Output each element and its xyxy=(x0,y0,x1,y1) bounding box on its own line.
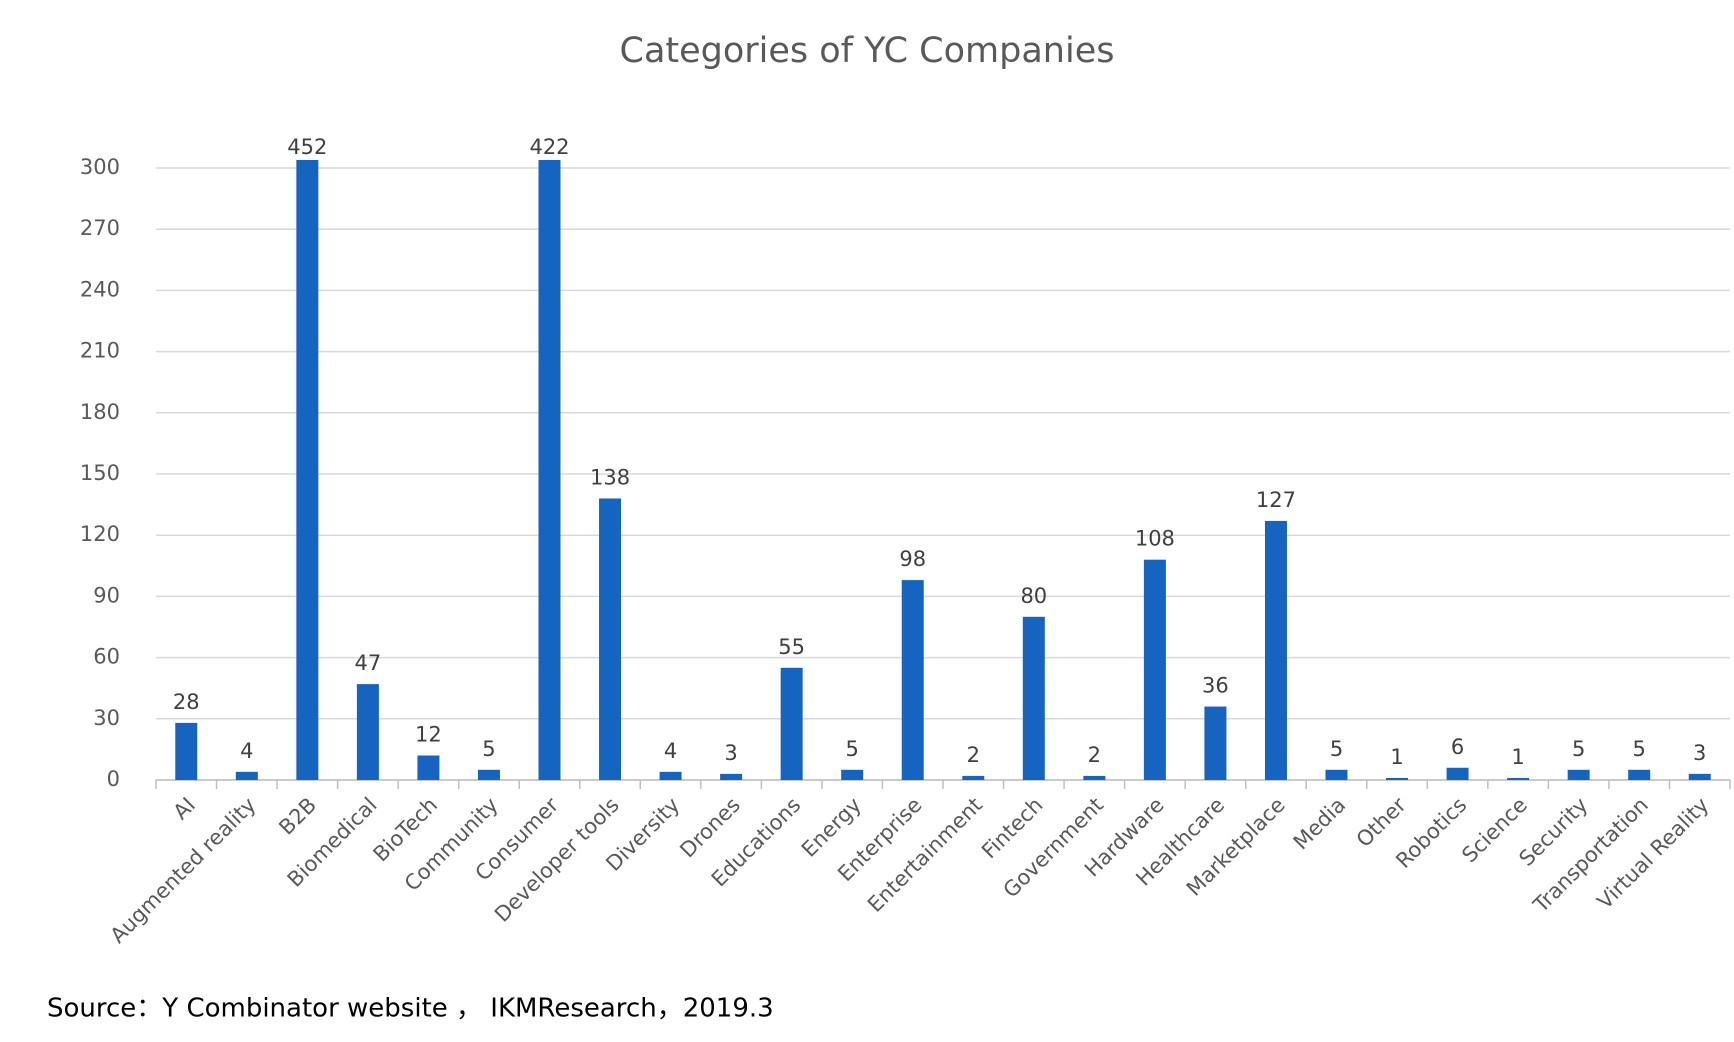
x-tick-label: Other xyxy=(1352,793,1411,852)
data-label: 3 xyxy=(1693,741,1706,765)
bar xyxy=(477,769,500,780)
data-label: 80 xyxy=(1020,584,1047,608)
data-label: 422 xyxy=(529,135,569,159)
bar xyxy=(1567,769,1590,780)
y-tick-label: 300 xyxy=(80,155,120,179)
data-label: 4 xyxy=(664,739,677,763)
data-label: 108 xyxy=(1135,527,1175,551)
bar xyxy=(1264,520,1287,780)
data-label: 1 xyxy=(1390,745,1403,769)
data-label: 28 xyxy=(173,690,200,714)
y-tick-label: 60 xyxy=(93,645,120,669)
data-label: 5 xyxy=(482,737,495,761)
bar xyxy=(841,769,864,780)
bar xyxy=(235,771,258,780)
bar xyxy=(1386,777,1409,780)
y-tick-label: 210 xyxy=(80,339,120,363)
data-label: 12 xyxy=(415,723,442,747)
bar xyxy=(538,160,561,781)
y-tick-label: 270 xyxy=(80,216,120,240)
bar xyxy=(1143,559,1166,780)
data-label: 2 xyxy=(1088,743,1101,767)
data-label: 36 xyxy=(1202,674,1229,698)
bar xyxy=(720,773,743,780)
chart-title: Categories of YC Companies xyxy=(620,31,1115,71)
y-tick-label: 0 xyxy=(107,767,120,791)
x-tick-label: Virtual Reality xyxy=(1593,793,1714,914)
bar xyxy=(1083,775,1106,780)
data-label: 6 xyxy=(1451,735,1464,759)
y-tick-label: 240 xyxy=(80,277,120,301)
y-tick-label: 90 xyxy=(93,583,120,607)
data-label: 55 xyxy=(778,635,805,659)
data-label: 2 xyxy=(967,743,980,767)
data-label: 452 xyxy=(287,135,327,159)
data-label: 5 xyxy=(846,737,859,761)
bar xyxy=(1446,767,1469,780)
source-note: Source：Y Combinator website ， IKMResearc… xyxy=(47,994,774,1024)
bar xyxy=(1022,616,1045,780)
data-label: 5 xyxy=(1572,737,1585,761)
data-label: 5 xyxy=(1633,737,1646,761)
bar xyxy=(1507,777,1530,780)
y-tick-label: 180 xyxy=(80,400,120,424)
x-tick-label: Media xyxy=(1289,793,1351,855)
bar xyxy=(780,667,803,780)
bar xyxy=(1688,773,1711,780)
y-tick-label: 120 xyxy=(80,522,120,546)
data-label: 138 xyxy=(590,465,630,489)
bar xyxy=(901,580,924,780)
data-label: 3 xyxy=(724,741,737,765)
data-label: 4 xyxy=(240,739,253,763)
data-label: 47 xyxy=(355,651,382,675)
bar xyxy=(296,160,319,781)
bar xyxy=(175,722,198,780)
plot-area xyxy=(175,160,1711,781)
x-tick-label: Entertainment xyxy=(863,793,987,917)
bar xyxy=(1204,706,1227,780)
bar xyxy=(962,775,985,780)
x-tick-label: AI xyxy=(169,793,201,825)
x-tick-label: B2B xyxy=(274,793,321,840)
bar xyxy=(417,755,440,780)
data-label: 98 xyxy=(899,547,926,571)
data-label: 127 xyxy=(1256,488,1296,512)
bar xyxy=(659,771,682,780)
bar xyxy=(356,684,379,780)
y-tick-label: 30 xyxy=(93,706,120,730)
data-label: 1 xyxy=(1511,745,1524,769)
bar xyxy=(1628,769,1651,780)
bar xyxy=(1325,769,1348,780)
y-tick-label: 150 xyxy=(80,461,120,485)
data-label: 5 xyxy=(1330,737,1343,761)
bar xyxy=(599,498,622,780)
